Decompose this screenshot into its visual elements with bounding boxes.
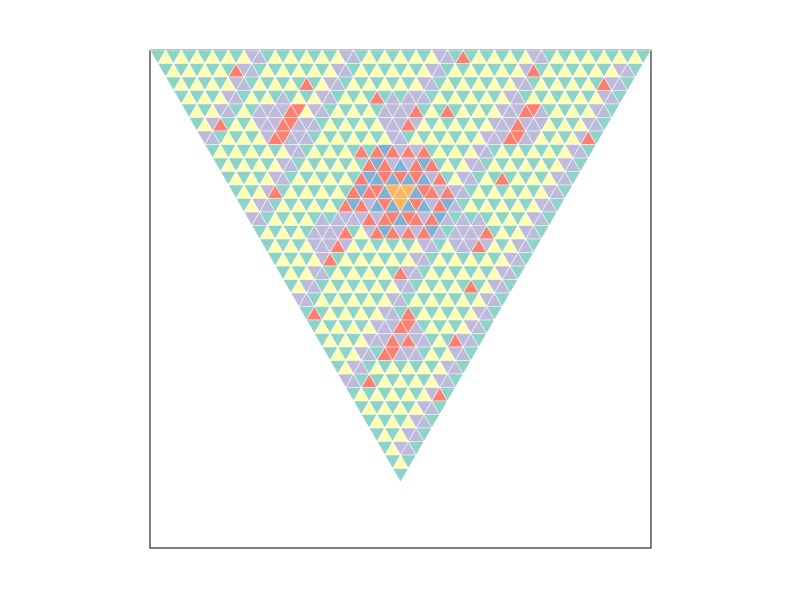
triangle-tile <box>595 117 613 132</box>
triangle-tile <box>619 76 636 92</box>
triangle-tile <box>509 265 527 281</box>
triangle-tiles <box>149 49 652 483</box>
triangle-tile <box>501 279 519 294</box>
triangle-tile <box>493 292 511 308</box>
triangle-tile <box>533 225 550 240</box>
triangle-tile <box>603 103 621 119</box>
triangle-tile <box>564 171 582 186</box>
triangle-tile <box>470 333 488 348</box>
triangle-tile <box>462 346 480 362</box>
triangle-tile <box>423 414 441 429</box>
triangle-tile <box>454 360 472 375</box>
triangle-tile <box>407 441 425 456</box>
triangle-tile <box>587 130 605 146</box>
triangle-tile <box>486 306 503 321</box>
triangle-tile <box>548 198 566 213</box>
triangle-tile <box>517 252 535 267</box>
triangle-tile <box>415 427 433 443</box>
triangle-tile <box>634 49 652 65</box>
triangle-tile <box>540 211 558 227</box>
triangle-tile <box>478 319 495 335</box>
triangle-tile <box>626 63 644 78</box>
triangle-tile <box>525 238 542 254</box>
triangle-tile <box>580 144 597 159</box>
triangle-tile <box>431 400 448 416</box>
triangle-tile <box>572 157 589 173</box>
triangle-tile <box>611 90 629 105</box>
triangle-tile <box>392 468 409 483</box>
triangle-tile <box>556 184 574 200</box>
triangle-tile <box>446 373 464 389</box>
triangle-tile <box>399 454 417 470</box>
triangle-tile <box>439 387 456 402</box>
